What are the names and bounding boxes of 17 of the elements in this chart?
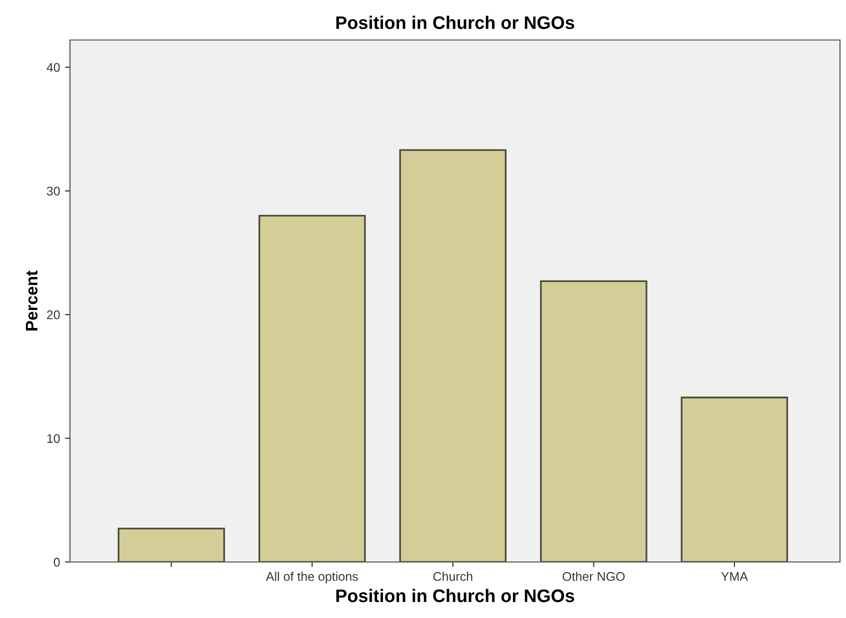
y-tick-label: 20 (47, 310, 60, 320)
bar (540, 280, 648, 562)
x-tick-label: Church (433, 572, 472, 581)
x-axis-title: Position in Church or NGOs (336, 588, 574, 602)
chart-title: Position in Church or NGOs (336, 16, 574, 30)
bar (258, 214, 366, 562)
y-axis-title: Percent (26, 270, 38, 330)
x-tick-label: Other NGO (562, 572, 625, 581)
bar (118, 528, 225, 562)
x-tick-label: YMA (721, 572, 748, 581)
y-tick-label: 30 (46, 186, 60, 196)
y-tick-label: 40 (46, 63, 60, 72)
bar (680, 396, 788, 562)
y-tick-label: 10 (47, 434, 60, 443)
y-tick-label: 0 (54, 558, 60, 567)
bar (399, 149, 507, 562)
x-tick-label: All of the options (266, 572, 358, 584)
